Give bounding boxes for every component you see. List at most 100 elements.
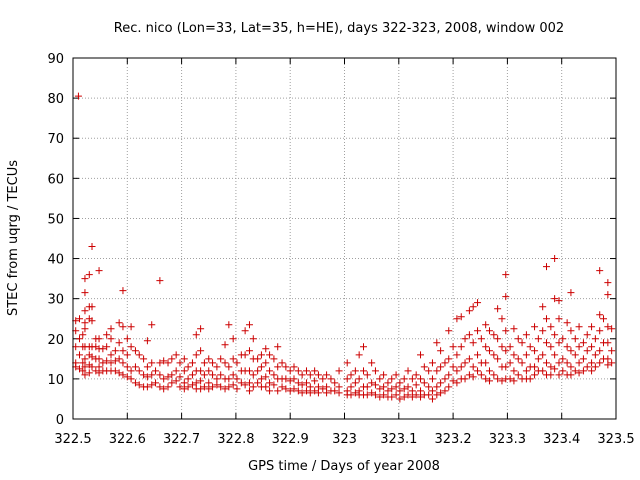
data-point	[408, 393, 416, 401]
data-point	[314, 371, 322, 379]
x-tick-label: 323	[332, 432, 357, 447]
data-point	[119, 323, 127, 331]
data-point	[551, 365, 559, 373]
data-point	[302, 367, 310, 375]
data-point	[314, 389, 322, 397]
data-point	[469, 339, 477, 347]
data-point	[412, 381, 420, 389]
data-point	[266, 387, 274, 395]
data-point	[482, 321, 490, 329]
data-point	[205, 355, 213, 363]
data-point	[314, 383, 322, 391]
x-tick-label: 323.5	[597, 432, 634, 447]
data-point	[498, 315, 506, 323]
data-point	[311, 387, 319, 395]
data-point	[408, 387, 416, 395]
data-point	[262, 383, 270, 391]
data-point	[233, 385, 241, 393]
data-point	[384, 387, 392, 395]
data-point	[420, 379, 428, 387]
data-point	[156, 371, 164, 379]
x-tick-label: 322.8	[217, 432, 254, 447]
data-point	[518, 339, 526, 347]
data-point	[119, 347, 127, 355]
data-point	[433, 383, 441, 391]
data-point	[107, 351, 115, 359]
data-point	[168, 355, 176, 363]
data-point	[274, 387, 282, 395]
data-point	[335, 389, 343, 397]
data-point	[376, 375, 384, 383]
data-point	[494, 335, 502, 343]
data-point	[286, 387, 294, 395]
data-point	[510, 367, 518, 375]
data-point	[433, 339, 441, 347]
data-point	[579, 367, 587, 375]
data-point	[76, 315, 84, 323]
data-point	[217, 355, 225, 363]
data-point	[81, 275, 89, 283]
data-point	[286, 377, 294, 385]
data-point	[79, 367, 87, 375]
data-point	[583, 363, 591, 371]
data-point	[143, 373, 151, 381]
data-point	[449, 363, 457, 371]
data-point	[579, 339, 587, 347]
data-point	[555, 297, 563, 305]
data-point	[200, 383, 208, 391]
data-point	[225, 363, 233, 371]
data-point	[588, 343, 596, 351]
data-point	[254, 379, 262, 387]
data-point	[200, 359, 208, 367]
data-point	[363, 391, 371, 399]
plot-frame	[72, 57, 617, 420]
data-point	[551, 255, 559, 263]
data-point	[547, 371, 555, 379]
data-point	[331, 387, 339, 395]
data-point	[213, 363, 221, 371]
data-point	[290, 375, 298, 383]
data-point	[347, 371, 355, 379]
data-point	[213, 381, 221, 389]
data-point	[457, 313, 465, 321]
data-point	[249, 335, 257, 343]
data-point	[111, 357, 119, 365]
data-point	[81, 371, 89, 379]
data-point	[343, 375, 351, 383]
data-point	[559, 355, 567, 363]
data-point	[376, 385, 384, 393]
data-point	[485, 377, 493, 385]
data-point	[563, 319, 571, 327]
data-point	[604, 279, 612, 287]
data-point	[135, 381, 143, 389]
data-point	[85, 271, 93, 279]
data-point	[453, 315, 461, 323]
data-point	[555, 339, 563, 347]
data-point	[76, 351, 84, 359]
data-point	[579, 355, 587, 363]
x-tick-label: 323.3	[489, 432, 526, 447]
data-point	[485, 327, 493, 335]
x-axis-label: GPS time / Days of year 2008	[248, 459, 440, 474]
data-point	[123, 335, 131, 343]
data-point	[245, 347, 253, 355]
data-point	[123, 351, 131, 359]
data-point	[368, 359, 376, 367]
data-point	[437, 363, 445, 371]
data-point	[184, 363, 192, 371]
data-point	[531, 323, 539, 331]
data-point	[88, 303, 96, 311]
data-point	[596, 347, 604, 355]
data-point	[608, 359, 616, 367]
data-point	[534, 355, 542, 363]
x-tick-label: 322.6	[109, 432, 146, 447]
data-point	[278, 359, 286, 367]
data-point	[506, 359, 514, 367]
data-point	[274, 363, 282, 371]
data-point	[282, 385, 290, 393]
data-point	[522, 367, 530, 375]
data-point	[502, 293, 510, 301]
data-point	[474, 299, 482, 307]
